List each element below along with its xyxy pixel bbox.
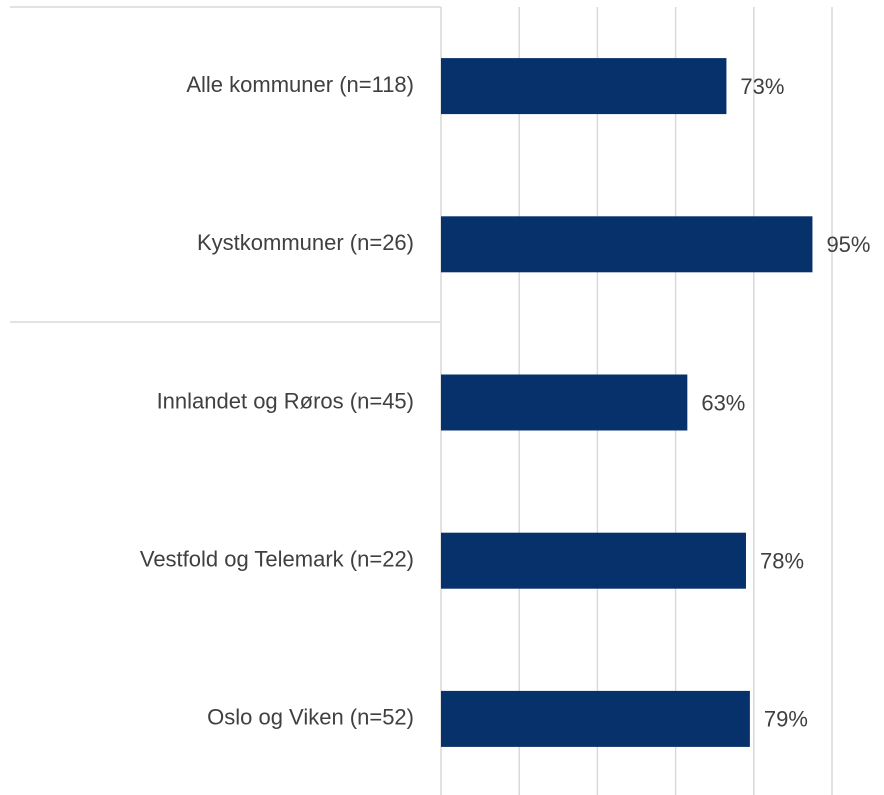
value-label: 95% (826, 232, 870, 257)
y-tick-label: Kystkommuner (n=26) (197, 230, 414, 255)
value-label: 73% (740, 74, 784, 99)
bar (441, 58, 727, 115)
y-tick-label: Oslo og Viken (n=52) (207, 705, 414, 730)
value-label: 79% (764, 707, 808, 732)
bar (441, 532, 746, 589)
bar (441, 216, 813, 273)
y-tick-label: Vestfold og Telemark (n=22) (140, 547, 414, 572)
bar (441, 374, 688, 431)
y-tick-label: Innlandet og Røros (n=45) (157, 388, 414, 413)
y-tick-label: Alle kommuner (n=118) (186, 72, 414, 97)
bar (441, 690, 750, 747)
value-label: 78% (760, 549, 804, 574)
value-label: 63% (701, 390, 745, 415)
